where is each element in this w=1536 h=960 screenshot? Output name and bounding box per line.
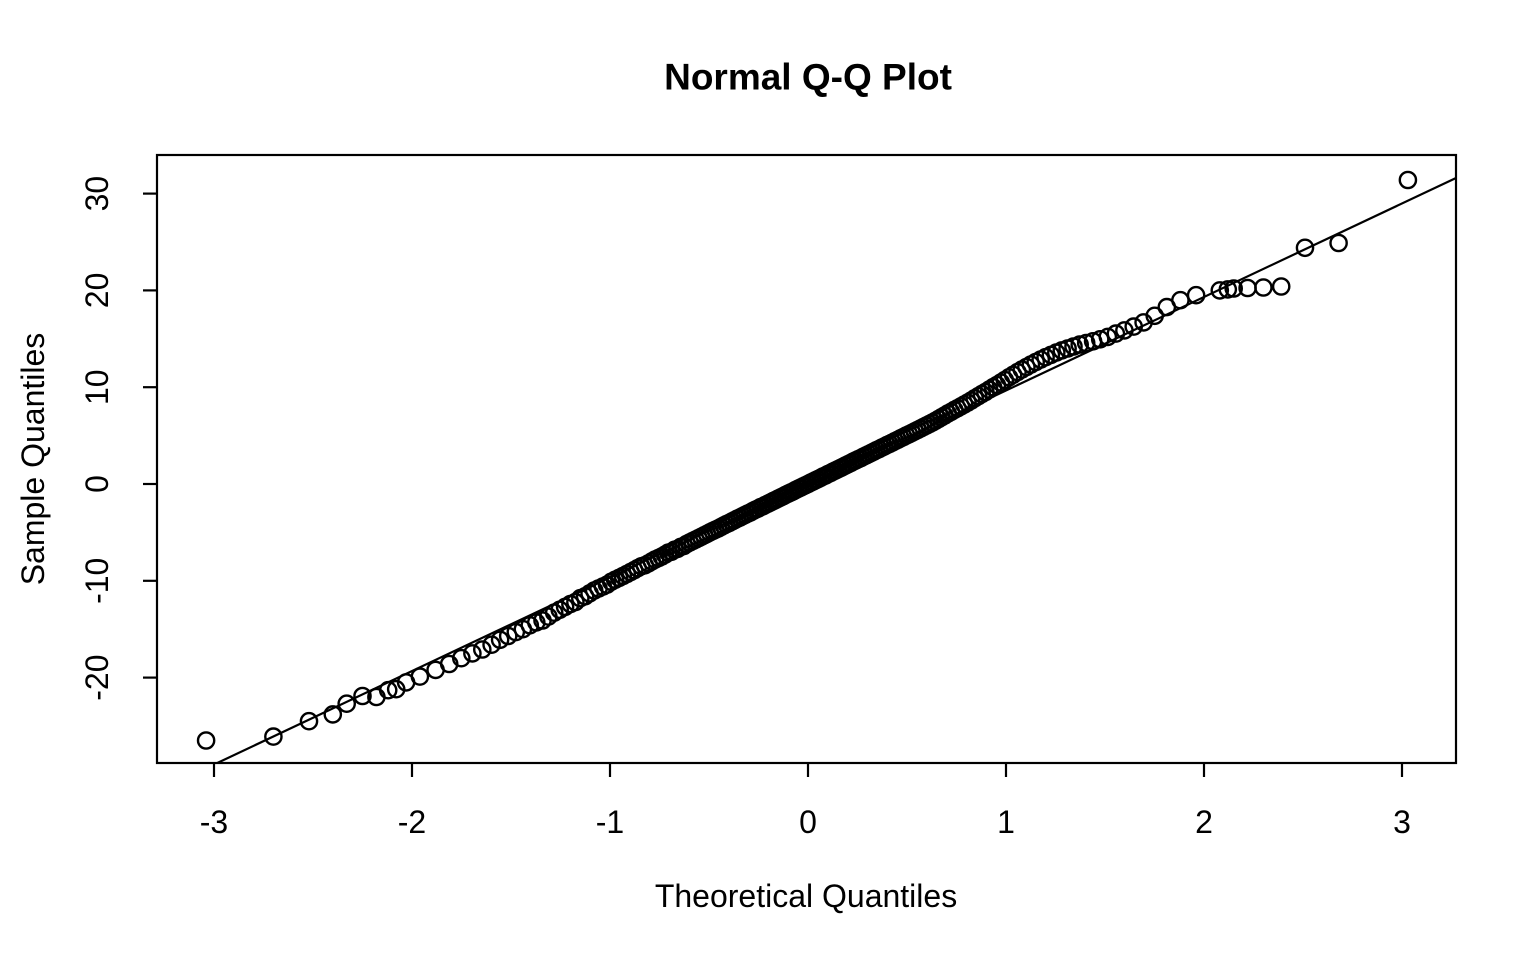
data-point [575, 587, 595, 606]
data-point [196, 731, 216, 750]
data-point [1186, 285, 1206, 305]
data-point [463, 644, 482, 663]
x-tick-label: -2 [398, 804, 426, 840]
data-point [1271, 277, 1291, 296]
data-point [1329, 233, 1348, 253]
data-point [1115, 321, 1134, 340]
x-tick-label: -1 [596, 804, 624, 840]
data-point [323, 705, 343, 724]
y-tick-label: 10 [79, 369, 115, 405]
data-point [1210, 281, 1230, 300]
y-tick-label: 30 [79, 176, 115, 212]
x-tick-label: -3 [200, 804, 228, 840]
y-tick-label: 20 [79, 273, 115, 309]
data-point [566, 592, 585, 612]
data-point [1295, 238, 1315, 258]
data-point [1124, 317, 1143, 336]
data-point [1106, 324, 1126, 343]
chart-title: Normal Q-Q Plot [664, 57, 952, 98]
data-point [264, 727, 283, 746]
data-point [1098, 327, 1118, 347]
y-tick-label: -10 [79, 558, 115, 604]
data-point [337, 694, 357, 714]
data-point [299, 711, 319, 731]
x-tick-label: 3 [1393, 804, 1411, 840]
y-axis: -20 -10 0 10 20 30 [79, 176, 157, 701]
y-tick-label: 0 [79, 475, 115, 493]
data-point [1218, 280, 1238, 299]
data-point [378, 680, 398, 700]
data-point [353, 686, 372, 706]
data-point [1254, 278, 1273, 297]
data-point [1145, 306, 1164, 326]
data-point [472, 640, 492, 659]
data-points-group [196, 170, 1418, 750]
x-tick-label: 0 [799, 804, 817, 840]
x-axis: -3 -2 -1 0 1 2 3 [200, 763, 1411, 840]
x-tick-label: 1 [997, 804, 1015, 840]
data-point [410, 667, 430, 686]
plot-box [155, 153, 1458, 765]
data-point [1090, 329, 1110, 349]
y-axis-title: Sample Quantiles [15, 333, 51, 586]
data-point [1224, 279, 1243, 298]
data-point [1171, 290, 1190, 310]
data-point [1398, 170, 1418, 190]
x-axis-title: Theoretical Quantiles [655, 878, 957, 914]
data-point [451, 648, 471, 668]
x-tick-label: 2 [1195, 804, 1213, 840]
y-tick-label: -20 [79, 654, 115, 700]
